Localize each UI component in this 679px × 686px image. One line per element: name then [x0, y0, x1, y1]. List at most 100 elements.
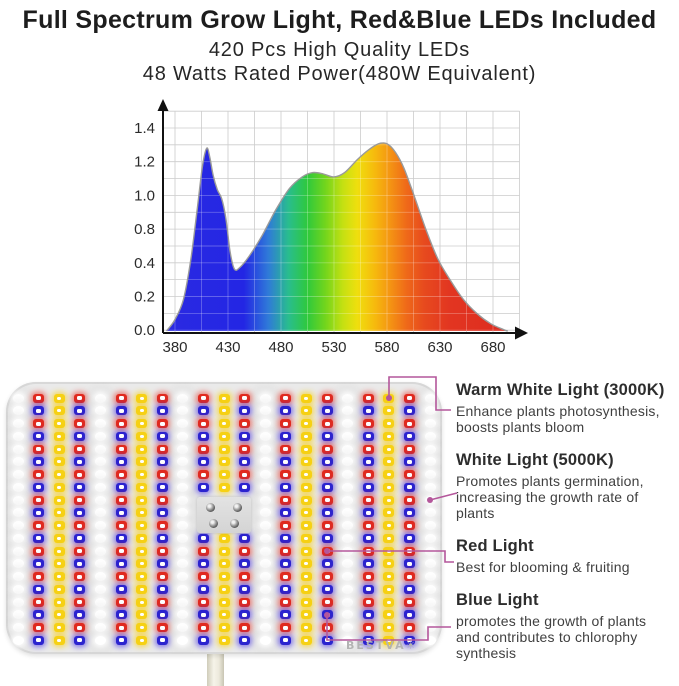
led-red [403, 623, 415, 632]
led-blue [362, 457, 374, 467]
led-red [115, 521, 127, 530]
led-blue [197, 559, 209, 569]
led-white [94, 521, 106, 530]
led-blue [197, 584, 209, 594]
led-blue [115, 431, 127, 441]
led-white [12, 508, 24, 518]
led-white [12, 546, 24, 556]
subtitle-power: 48 Watts Rated Power(480W Equivalent) [142, 63, 537, 85]
led-blue [33, 406, 45, 416]
led-blue [403, 431, 415, 441]
led-red [33, 572, 45, 581]
led-white [94, 584, 106, 594]
led-blue [156, 635, 168, 645]
led-blue [74, 559, 86, 569]
led-red [239, 393, 251, 403]
led-blue [33, 508, 45, 518]
led-red [362, 444, 374, 454]
led-warm [300, 457, 312, 467]
led-warm [53, 393, 65, 403]
led-white [12, 610, 24, 620]
screw-icon [233, 503, 242, 512]
led-white [177, 635, 189, 645]
led-red [280, 623, 292, 632]
led-blue [280, 533, 292, 543]
led-white [94, 597, 106, 607]
led-red [280, 546, 292, 556]
led-warm [218, 419, 230, 428]
led-blue [362, 508, 374, 518]
led-white [259, 419, 271, 428]
led-red [280, 521, 292, 530]
led-warm [53, 623, 65, 632]
led-blue [115, 559, 127, 569]
led-blue [280, 508, 292, 518]
led-red [280, 393, 292, 403]
led-red [239, 419, 251, 428]
led-blue [197, 533, 209, 543]
led-warm [218, 457, 230, 467]
led-blue [239, 457, 251, 467]
led-red [239, 444, 251, 454]
led-white [177, 597, 189, 607]
led-warm [300, 572, 312, 581]
led-red [321, 444, 333, 454]
led-warm [300, 393, 312, 403]
led-blue [321, 457, 333, 467]
led-blue [280, 610, 292, 620]
led-white [259, 584, 271, 594]
led-warm [53, 482, 65, 492]
led-red [33, 495, 45, 505]
led-red [239, 623, 251, 632]
led-blue [156, 610, 168, 620]
led-warm [300, 610, 312, 620]
led-white [177, 521, 189, 530]
led-red [115, 597, 127, 607]
led-white [424, 470, 436, 479]
led-blue [280, 431, 292, 441]
annotation-red-title: Red Light [456, 537, 534, 555]
led-warm [383, 431, 395, 441]
led-red [74, 470, 86, 479]
led-blue [74, 584, 86, 594]
led-blue [239, 559, 251, 569]
screw-icon [230, 519, 239, 528]
annotation-white-title: White Light (5000K) [456, 451, 614, 469]
led-warm [300, 597, 312, 607]
led-white [94, 419, 106, 428]
led-warm [136, 521, 148, 530]
led-red [197, 393, 209, 403]
led-warm [218, 546, 230, 556]
led-blue [239, 431, 251, 441]
led-white [424, 406, 436, 416]
led-blue [403, 457, 415, 467]
led-warm [218, 431, 230, 441]
led-warm [383, 584, 395, 594]
led-blue [156, 431, 168, 441]
led-red [362, 546, 374, 556]
led-white [177, 406, 189, 416]
led-red [197, 597, 209, 607]
led-warm [300, 419, 312, 428]
led-white [94, 457, 106, 467]
led-blue [239, 533, 251, 543]
led-white [424, 559, 436, 569]
led-blue [403, 508, 415, 518]
led-white [94, 508, 106, 518]
led-blue [33, 559, 45, 569]
led-warm [218, 470, 230, 479]
led-white [342, 406, 354, 416]
led-red [115, 470, 127, 479]
led-white [259, 559, 271, 569]
led-blue [403, 559, 415, 569]
led-red [362, 597, 374, 607]
led-blue [239, 584, 251, 594]
led-red [115, 623, 127, 632]
led-blue [321, 482, 333, 492]
led-warm [136, 623, 148, 632]
y-tick-label: 1.4 [134, 120, 155, 137]
led-blue [362, 533, 374, 543]
led-red [33, 470, 45, 479]
led-white [342, 559, 354, 569]
led-white [259, 623, 271, 632]
